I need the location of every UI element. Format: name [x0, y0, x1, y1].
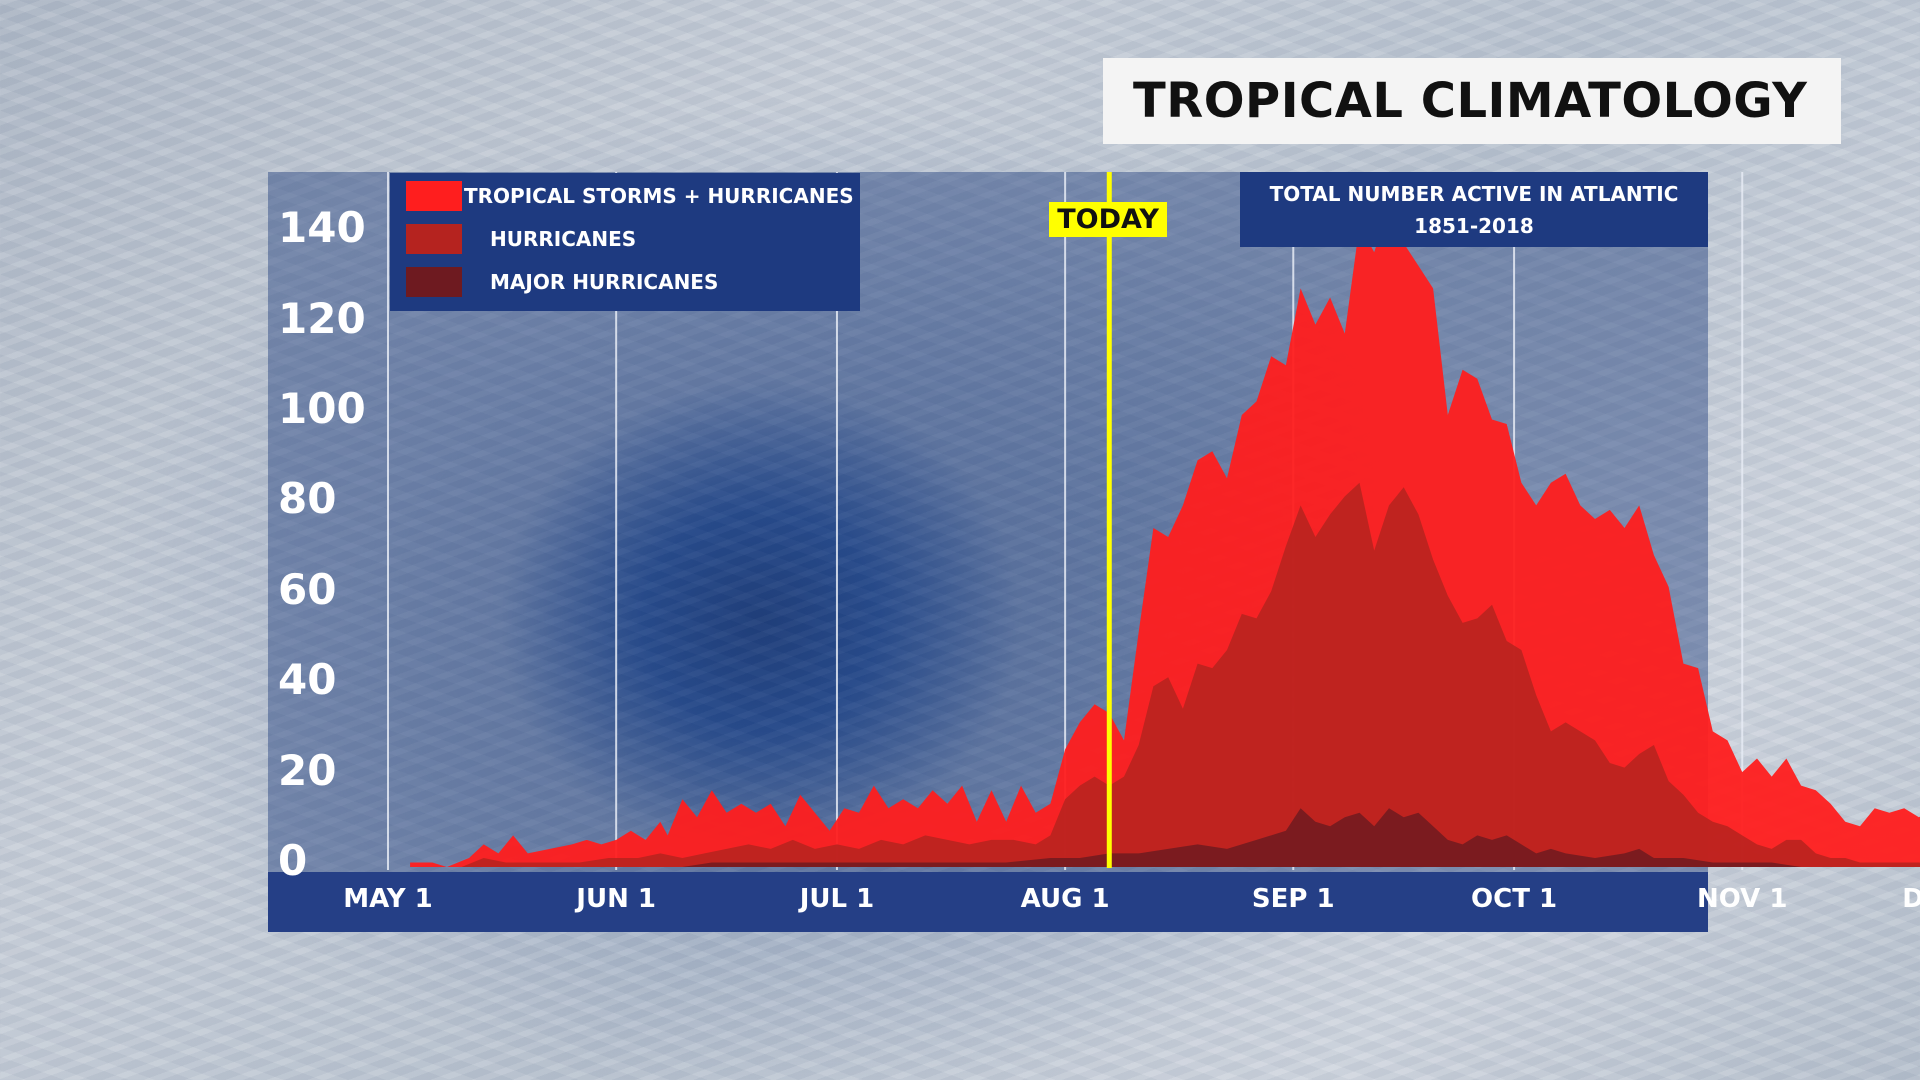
- info-box: TOTAL NUMBER ACTIVE IN ATLANTIC 1851-201…: [1240, 172, 1708, 247]
- x-tick-dec-1: DEC 1: [1902, 884, 1920, 914]
- title-box: TROPICAL CLIMATOLOGY: [1103, 58, 1841, 144]
- y-tick-40: 40: [278, 655, 337, 705]
- x-tick-jun-1: JUN 1: [576, 884, 657, 914]
- info-line-2: 1851-2018: [1414, 214, 1534, 238]
- x-axis-bar: [268, 872, 1708, 932]
- info-line-1: TOTAL NUMBER ACTIVE IN ATLANTIC: [1269, 182, 1679, 206]
- legend-item-hurricanes: HURRICANES: [406, 224, 636, 254]
- x-tick-may-1: MAY 1: [343, 884, 433, 914]
- legend-swatch-hurricanes: [406, 224, 462, 254]
- legend-label-major: MAJOR HURRICANES: [490, 270, 719, 294]
- y-tick-20: 20: [278, 745, 337, 795]
- legend-swatch-major: [406, 267, 462, 297]
- y-tick-100: 100: [278, 384, 366, 433]
- y-tick-140: 140: [278, 203, 366, 253]
- page-title: TROPICAL CLIMATOLOGY: [1133, 73, 1808, 129]
- area-series-group: [410, 207, 1920, 867]
- y-tick-120: 120: [278, 293, 366, 343]
- legend-swatch-storms: [406, 181, 462, 211]
- y-tick-0: 0: [278, 836, 308, 885]
- area-hurricanes: [410, 482, 1920, 867]
- x-tick-aug-1: AUG 1: [1020, 884, 1110, 914]
- y-tick-80: 80: [278, 474, 337, 524]
- x-tick-nov-1: NOV 1: [1697, 884, 1788, 914]
- x-tick-sep-1: SEP 1: [1251, 884, 1335, 914]
- today-label: TODAY: [1049, 202, 1167, 237]
- legend-item-storms: TROPICAL STORMS + HURRICANES: [406, 181, 854, 211]
- legend: TROPICAL STORMS + HURRICANES HURRICANES …: [390, 173, 860, 311]
- legend-label-storms: TROPICAL STORMS + HURRICANES: [464, 184, 854, 208]
- x-tick-jul-1: JUL 1: [799, 884, 875, 914]
- legend-item-major: MAJOR HURRICANES: [406, 267, 718, 297]
- area-tropical-storms-hurricanes: [410, 207, 1920, 867]
- x-tick-oct-1: OCT 1: [1471, 884, 1558, 914]
- area-major-hurricanes: [461, 808, 1861, 867]
- y-tick-60: 60: [278, 564, 337, 614]
- legend-label-hurricanes: HURRICANES: [490, 227, 637, 251]
